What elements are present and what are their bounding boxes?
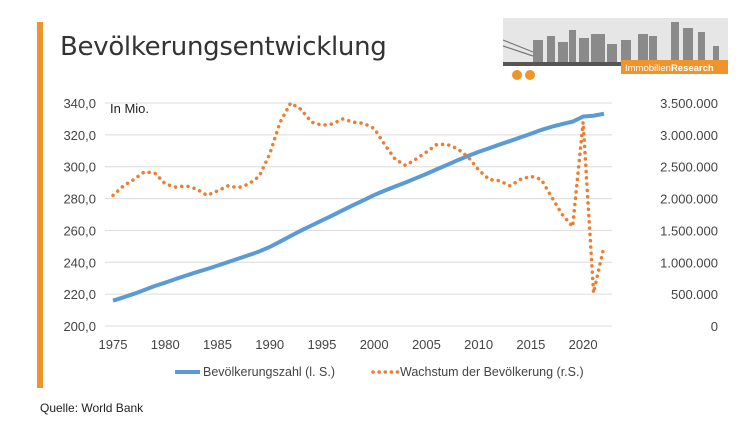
- x-tick-label: 1990: [255, 337, 284, 352]
- svg-text:ImmobilienResearch: ImmobilienResearch: [625, 63, 714, 74]
- unit-label: In Mio.: [110, 101, 149, 116]
- y-right-tick-label: 3.000.000: [660, 128, 718, 143]
- x-tick-label: 2020: [569, 337, 598, 352]
- x-tick-label: 1980: [151, 337, 180, 352]
- legend: Bevölkerungszahl (l. S.) Wachstum der Be…: [175, 365, 584, 379]
- source-note: Quelle: World Bank: [40, 401, 144, 415]
- y-right-tick-label: 500.000: [671, 287, 718, 302]
- series-line-growth: [111, 100, 606, 294]
- x-tick-label: 2000: [360, 337, 389, 352]
- y-left-tick-label: 300,0: [63, 160, 96, 175]
- y-left-tick-label: 340,0: [63, 96, 96, 111]
- page-title: Bevölkerungsentwicklung: [60, 32, 387, 62]
- x-tick-label: 1985: [203, 337, 232, 352]
- x-tick-label: 2015: [516, 337, 545, 352]
- y-left-tick-label: 240,0: [63, 255, 96, 270]
- y-right-tick-label: 2.500.000: [660, 160, 718, 175]
- legend-label-population: Bevölkerungszahl (l. S.): [203, 365, 335, 379]
- immobilien-research-logo: ImmobilienResearch: [503, 18, 728, 80]
- logo-text-light: Immobilien: [625, 63, 671, 74]
- x-tick-label: 2005: [412, 337, 441, 352]
- legend-label-growth: Wachstum der Bevölkerung (r.S.): [400, 365, 584, 379]
- y-right-tick-label: 3.500.000: [660, 96, 718, 111]
- x-tick-label: 2010: [464, 337, 493, 352]
- y-left-tick-label: 260,0: [63, 223, 96, 238]
- x-tick-label: 1995: [307, 337, 336, 352]
- y-right-tick-label: 2.000.000: [660, 192, 718, 207]
- y-left-tick-label: 320,0: [63, 128, 96, 143]
- y-right-tick-label: 1.500.000: [660, 223, 718, 238]
- y-right-tick-label: 1.000.000: [660, 255, 718, 270]
- logo-text-bold: Research: [671, 63, 714, 74]
- y-right-tick-label: 0: [711, 319, 718, 334]
- series-line-population: [112, 111, 605, 303]
- y-left-tick-label: 220,0: [63, 287, 96, 302]
- accent-bar: [37, 22, 43, 388]
- y-left-tick-label: 280,0: [63, 192, 96, 207]
- y-left-tick-label: 200,0: [63, 319, 96, 334]
- x-tick-label: 1975: [99, 337, 128, 352]
